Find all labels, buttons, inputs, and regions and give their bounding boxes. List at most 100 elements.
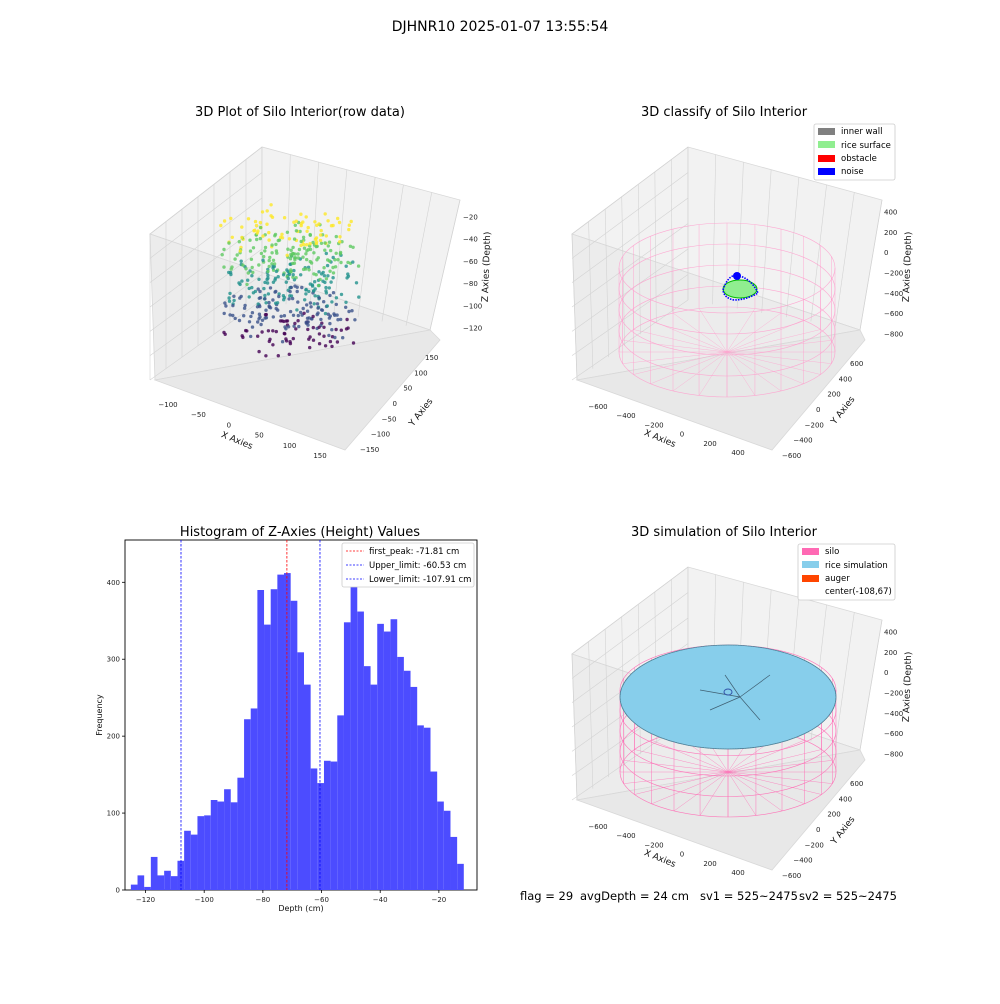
raw-point [256,287,260,291]
p1-y-tick-label: 150 [425,354,438,362]
raw-point [347,227,351,232]
p4-y-tick-label: −600 [782,872,801,880]
histogram-bar [417,725,424,890]
raw-point [305,309,310,313]
raw-point [228,313,232,317]
raw-point [324,251,328,256]
panel-histogram: Histogram of Z-Axies (Height) Values −12… [95,525,478,913]
histogram-bar [430,771,438,890]
legend-swatch-rice-surface [818,141,835,148]
p1-x-tick-label: 100 [283,442,296,450]
histogram-x-tick-label: −40 [373,896,388,904]
p2-grid-line [637,184,641,335]
classify-z-axis-label: Z Axies (Depth) [902,232,914,303]
raw-point [274,306,278,311]
raw-point [304,252,308,256]
histogram-bar [337,715,344,890]
raw-point [311,325,315,330]
raw-point [327,316,332,320]
histogram-bar [457,863,464,890]
raw-point [258,225,263,230]
raw-point [257,317,261,321]
raw-point [280,340,285,344]
raw-point [246,271,250,275]
raw-point [242,306,247,310]
classify-x-axis-label: X Axies [642,428,677,450]
raw-point [257,349,261,354]
raw-point [286,247,290,251]
raw-point [308,259,312,264]
p2-grid-line [588,221,594,369]
raw-point [233,257,237,261]
raw-point [305,257,309,262]
histogram-bar [230,802,238,890]
raw-point [257,263,261,267]
raw-point [263,280,267,285]
raw-point [295,289,299,294]
legend-swatch-rice-simulation [802,561,819,568]
raw-point [274,329,278,334]
legend-label-rice-surface: rice surface [841,141,891,151]
raw-point [322,325,326,329]
p2-y-tick-label: −200 [805,421,824,429]
raw-point [304,288,308,292]
raw-point [314,244,318,249]
raw-point [250,265,254,270]
p1-y-tick-label: −50 [382,415,397,423]
raw-x-ticks: −100 −50 0 50 100 150 [158,401,326,460]
legend-label-inner-wall: inner wall [841,127,882,137]
p2-x-tick-label: 200 [703,440,716,448]
raw-point [258,220,263,225]
p4-z-tick-label: −800 [884,751,903,759]
raw-point [265,222,269,226]
p2-cyl-floor-spoke [698,351,728,396]
raw-point [354,281,359,285]
p1-y-tick-label: −100 [371,431,390,439]
raw-point [324,277,329,281]
raw-point [338,240,342,244]
raw-point [232,298,236,303]
raw-z-ticks: −120 −100 −80 −60 −40 −20 [463,214,482,333]
raw-point [328,269,332,273]
histogram-x-ticks: −120 −100 −80 −60 −40 −20 [136,890,446,904]
raw-point [317,296,321,300]
raw-point [336,258,340,262]
raw-point [239,294,243,299]
raw-point [281,273,286,277]
histogram-bar [170,876,178,890]
raw-point [297,324,301,329]
raw-point [325,304,329,308]
raw-point [347,223,351,227]
legend-swatch-silo [802,548,819,555]
raw-point [296,313,300,318]
histogram-bar [370,684,378,890]
raw-point [251,246,256,250]
raw-point [223,301,227,305]
raw-point [317,325,321,329]
raw-point [271,298,275,302]
raw-point [270,251,274,255]
p2-y-tick-label: 0 [816,406,820,414]
raw-point [250,285,254,290]
p2-grid-line [621,196,625,346]
raw-point [248,238,252,242]
p2-cyl-floor-spoke [650,319,728,353]
raw-point [323,280,327,285]
histogram-bar [197,816,205,890]
raw-point [296,319,300,323]
raw-point [219,223,223,228]
raw-point [292,324,296,328]
histogram-bar [377,623,384,890]
raw-point [332,312,336,316]
raw-point [302,246,307,250]
raw-point [339,328,343,332]
p2-z-tick-label: 200 [884,229,897,237]
raw-point [288,340,292,344]
raw-point [237,318,242,323]
raw-point [323,212,327,216]
raw-point [287,237,292,241]
p2-grid-line [571,274,689,356]
raw-point [232,294,236,298]
p4-grid-line [571,617,689,703]
